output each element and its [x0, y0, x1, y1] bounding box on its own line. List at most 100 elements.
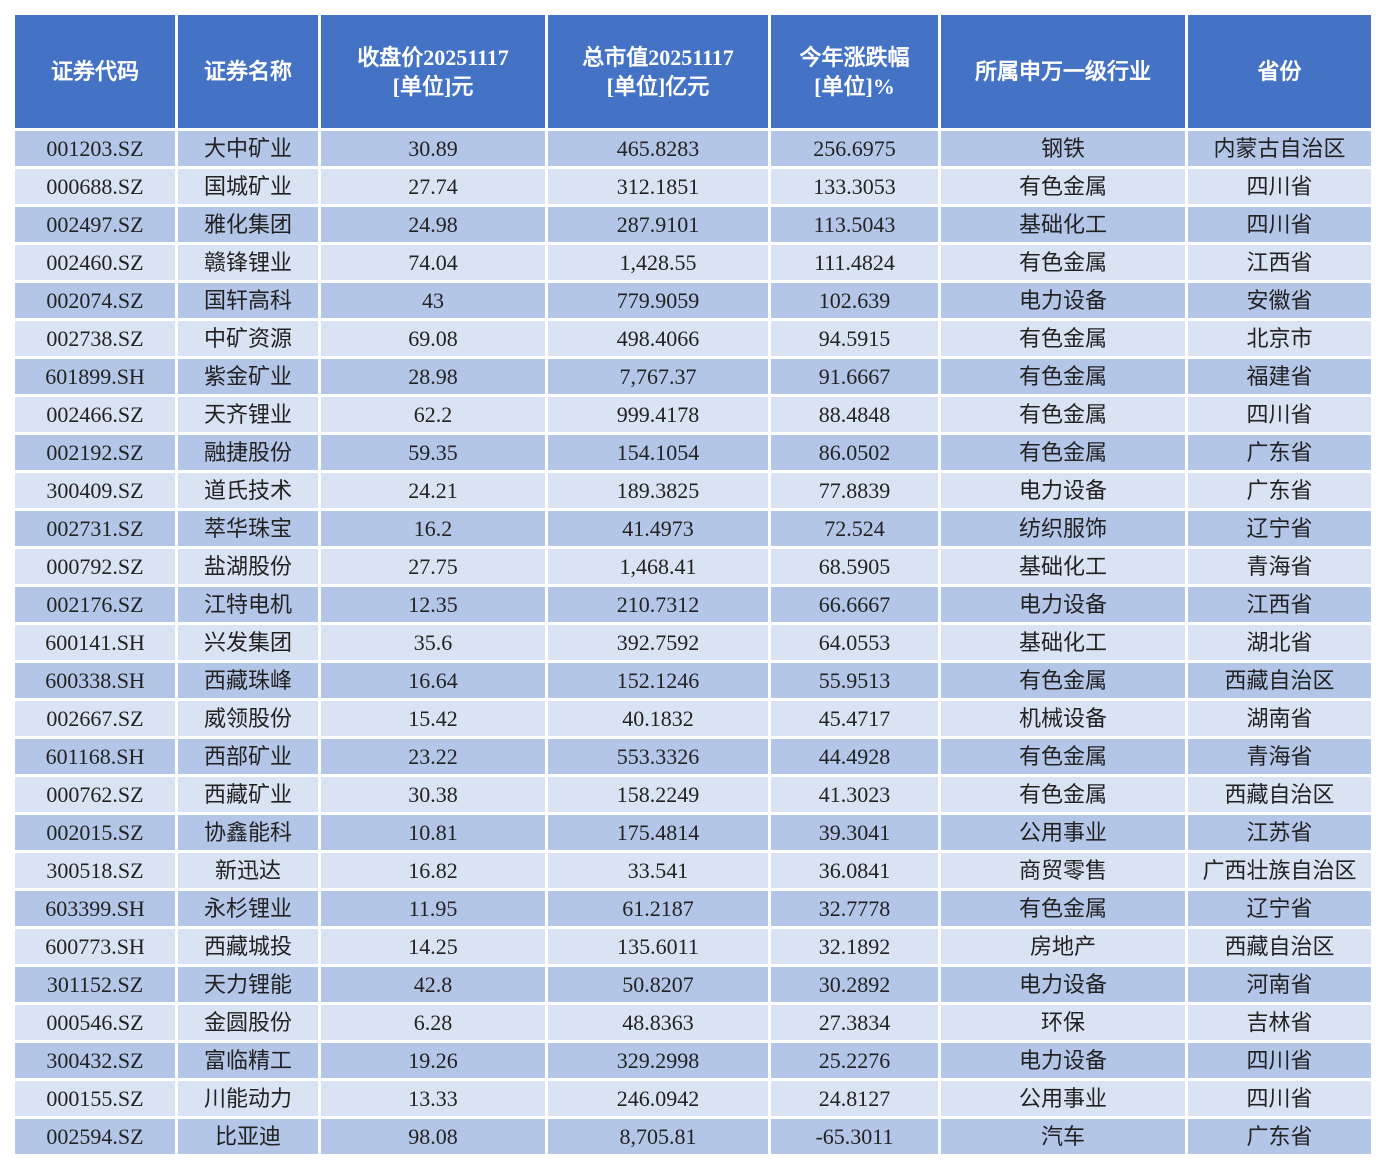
table-cell: 329.2998: [548, 1043, 768, 1078]
table-row: 600773.SH 西藏城投 14.25 135.6011 32.1892 房地产 西藏自治…: [15, 929, 1371, 964]
table-cell: 246.0942: [548, 1081, 768, 1116]
table-cell: 779.9059: [548, 283, 768, 318]
table-cell: 301152.SZ: [15, 967, 175, 1002]
table-row: 000688.SZ 国城矿业 27.74 312.1851 133.3053 有色金属 四川…: [15, 169, 1371, 204]
table-cell: 广东省: [1188, 473, 1371, 508]
table-cell: 1,468.41: [548, 549, 768, 584]
table-cell: 西部矿业: [178, 739, 318, 774]
table-cell: 27.3834: [771, 1005, 938, 1040]
table-cell: 41.3023: [771, 777, 938, 812]
table-row: 601899.SH 紫金矿业 28.98 7,767.37 91.6667 有色金属 福建省: [15, 359, 1371, 394]
table-cell: 16.82: [321, 853, 545, 888]
table-cell: 25.2276: [771, 1043, 938, 1078]
table-cell: 312.1851: [548, 169, 768, 204]
table-cell: 天齐锂业: [178, 397, 318, 432]
table-cell: 融捷股份: [178, 435, 318, 470]
table-row: 002738.SZ 中矿资源 69.08 498.4066 94.5915 有色金属 北京市: [15, 321, 1371, 356]
table-cell: 88.4848: [771, 397, 938, 432]
table-cell: 39.3041: [771, 815, 938, 850]
table-cell: 四川省: [1188, 207, 1371, 242]
table-cell: 68.5905: [771, 549, 938, 584]
table-row: 002497.SZ 雅化集团 24.98 287.9101 113.5043 基础化工 四川…: [15, 207, 1371, 242]
table-cell: 48.8363: [548, 1005, 768, 1040]
table-cell: 广东省: [1188, 435, 1371, 470]
table-cell: 8,705.81: [548, 1119, 768, 1154]
table-cell: 498.4066: [548, 321, 768, 356]
table-cell: 300432.SZ: [15, 1043, 175, 1078]
table-cell: 盐湖股份: [178, 549, 318, 584]
table-cell: 43: [321, 283, 545, 318]
table-cell: 有色金属: [941, 663, 1185, 698]
table-cell: 33.541: [548, 853, 768, 888]
table-cell: 113.5043: [771, 207, 938, 242]
table-cell: 41.4973: [548, 511, 768, 546]
table-cell: 000155.SZ: [15, 1081, 175, 1116]
table-cell: 国轩高科: [178, 283, 318, 318]
table-cell: 14.25: [321, 929, 545, 964]
table-cell: 32.7778: [771, 891, 938, 926]
table-cell: 154.1054: [548, 435, 768, 470]
table-row: 002667.SZ 威领股份 15.42 40.1832 45.4717 机械设备 湖南省: [15, 701, 1371, 736]
table-cell: 1,428.55: [548, 245, 768, 280]
table-cell: 湖北省: [1188, 625, 1371, 660]
table-row: 002594.SZ 比亚迪 98.08 8,705.81 -65.3011 汽车 广东省: [15, 1119, 1371, 1154]
table-cell: 24.21: [321, 473, 545, 508]
table-cell: -65.3011: [771, 1119, 938, 1154]
table-cell: 23.22: [321, 739, 545, 774]
table-cell: 12.35: [321, 587, 545, 622]
table-cell: 钢铁: [941, 131, 1185, 166]
table-cell: 四川省: [1188, 169, 1371, 204]
table-cell: 86.0502: [771, 435, 938, 470]
table-cell: 电力设备: [941, 473, 1185, 508]
table-cell: 002667.SZ: [15, 701, 175, 736]
table-cell: 000546.SZ: [15, 1005, 175, 1040]
table-cell: 002074.SZ: [15, 283, 175, 318]
table-cell: 赣锋锂业: [178, 245, 318, 280]
table-cell: 江西省: [1188, 245, 1371, 280]
table-cell: 内蒙古自治区: [1188, 131, 1371, 166]
table-body: 001203.SZ 大中矿业 30.89 465.8283 256.6975 钢铁 内蒙古自…: [15, 131, 1371, 1154]
header-cell: 收盘价20251117 [单位]元: [321, 15, 545, 128]
table-cell: 27.75: [321, 549, 545, 584]
table-cell: 42.8: [321, 967, 545, 1002]
header-cell: 证券代码: [15, 15, 175, 128]
table-cell: 新迅达: [178, 853, 318, 888]
table-cell: 西藏珠峰: [178, 663, 318, 698]
table-row: 002015.SZ 协鑫能科 10.81 175.4814 39.3041 公用事业 江苏省: [15, 815, 1371, 850]
table-cell: 152.1246: [548, 663, 768, 698]
table-row: 001203.SZ 大中矿业 30.89 465.8283 256.6975 钢铁 内蒙古自…: [15, 131, 1371, 166]
table-row: 300409.SZ 道氏技术 24.21 189.3825 77.8839 电力设备 广东省: [15, 473, 1371, 508]
table-cell: 465.8283: [548, 131, 768, 166]
table-cell: 吉林省: [1188, 1005, 1371, 1040]
table-cell: 有色金属: [941, 891, 1185, 926]
table-row: 002176.SZ 江特电机 12.35 210.7312 66.6667 电力设备 江西省: [15, 587, 1371, 622]
table-cell: 福建省: [1188, 359, 1371, 394]
table-row: 600141.SH 兴发集团 35.6 392.7592 64.0553 基础化工 湖北省: [15, 625, 1371, 660]
table-cell: 西藏矿业: [178, 777, 318, 812]
table-cell: 002497.SZ: [15, 207, 175, 242]
table-cell: 四川省: [1188, 397, 1371, 432]
table-cell: 002466.SZ: [15, 397, 175, 432]
table-row: 002074.SZ 国轩高科 43 779.9059 102.639 电力设备 安徽省: [15, 283, 1371, 318]
table-cell: 7,767.37: [548, 359, 768, 394]
table-cell: 有色金属: [941, 169, 1185, 204]
table-cell: 兴发集团: [178, 625, 318, 660]
table-cell: 6.28: [321, 1005, 545, 1040]
table-cell: 西藏自治区: [1188, 663, 1371, 698]
table-cell: 27.74: [321, 169, 545, 204]
table-row: 002466.SZ 天齐锂业 62.2 999.4178 88.4848 有色金属 四川省: [15, 397, 1371, 432]
table-cell: 天力锂能: [178, 967, 318, 1002]
table-cell: 287.9101: [548, 207, 768, 242]
table-cell: 10.81: [321, 815, 545, 850]
table-cell: 002176.SZ: [15, 587, 175, 622]
table-row: 002731.SZ 萃华珠宝 16.2 41.4973 72.524 纺织服饰 辽宁省: [15, 511, 1371, 546]
table-cell: 175.4814: [548, 815, 768, 850]
table-cell: 国城矿业: [178, 169, 318, 204]
table-cell: 66.6667: [771, 587, 938, 622]
table-cell: 002731.SZ: [15, 511, 175, 546]
table-cell: 189.3825: [548, 473, 768, 508]
table-cell: 汽车: [941, 1119, 1185, 1154]
table-cell: 川能动力: [178, 1081, 318, 1116]
table-cell: 24.98: [321, 207, 545, 242]
table-cell: 机械设备: [941, 701, 1185, 736]
